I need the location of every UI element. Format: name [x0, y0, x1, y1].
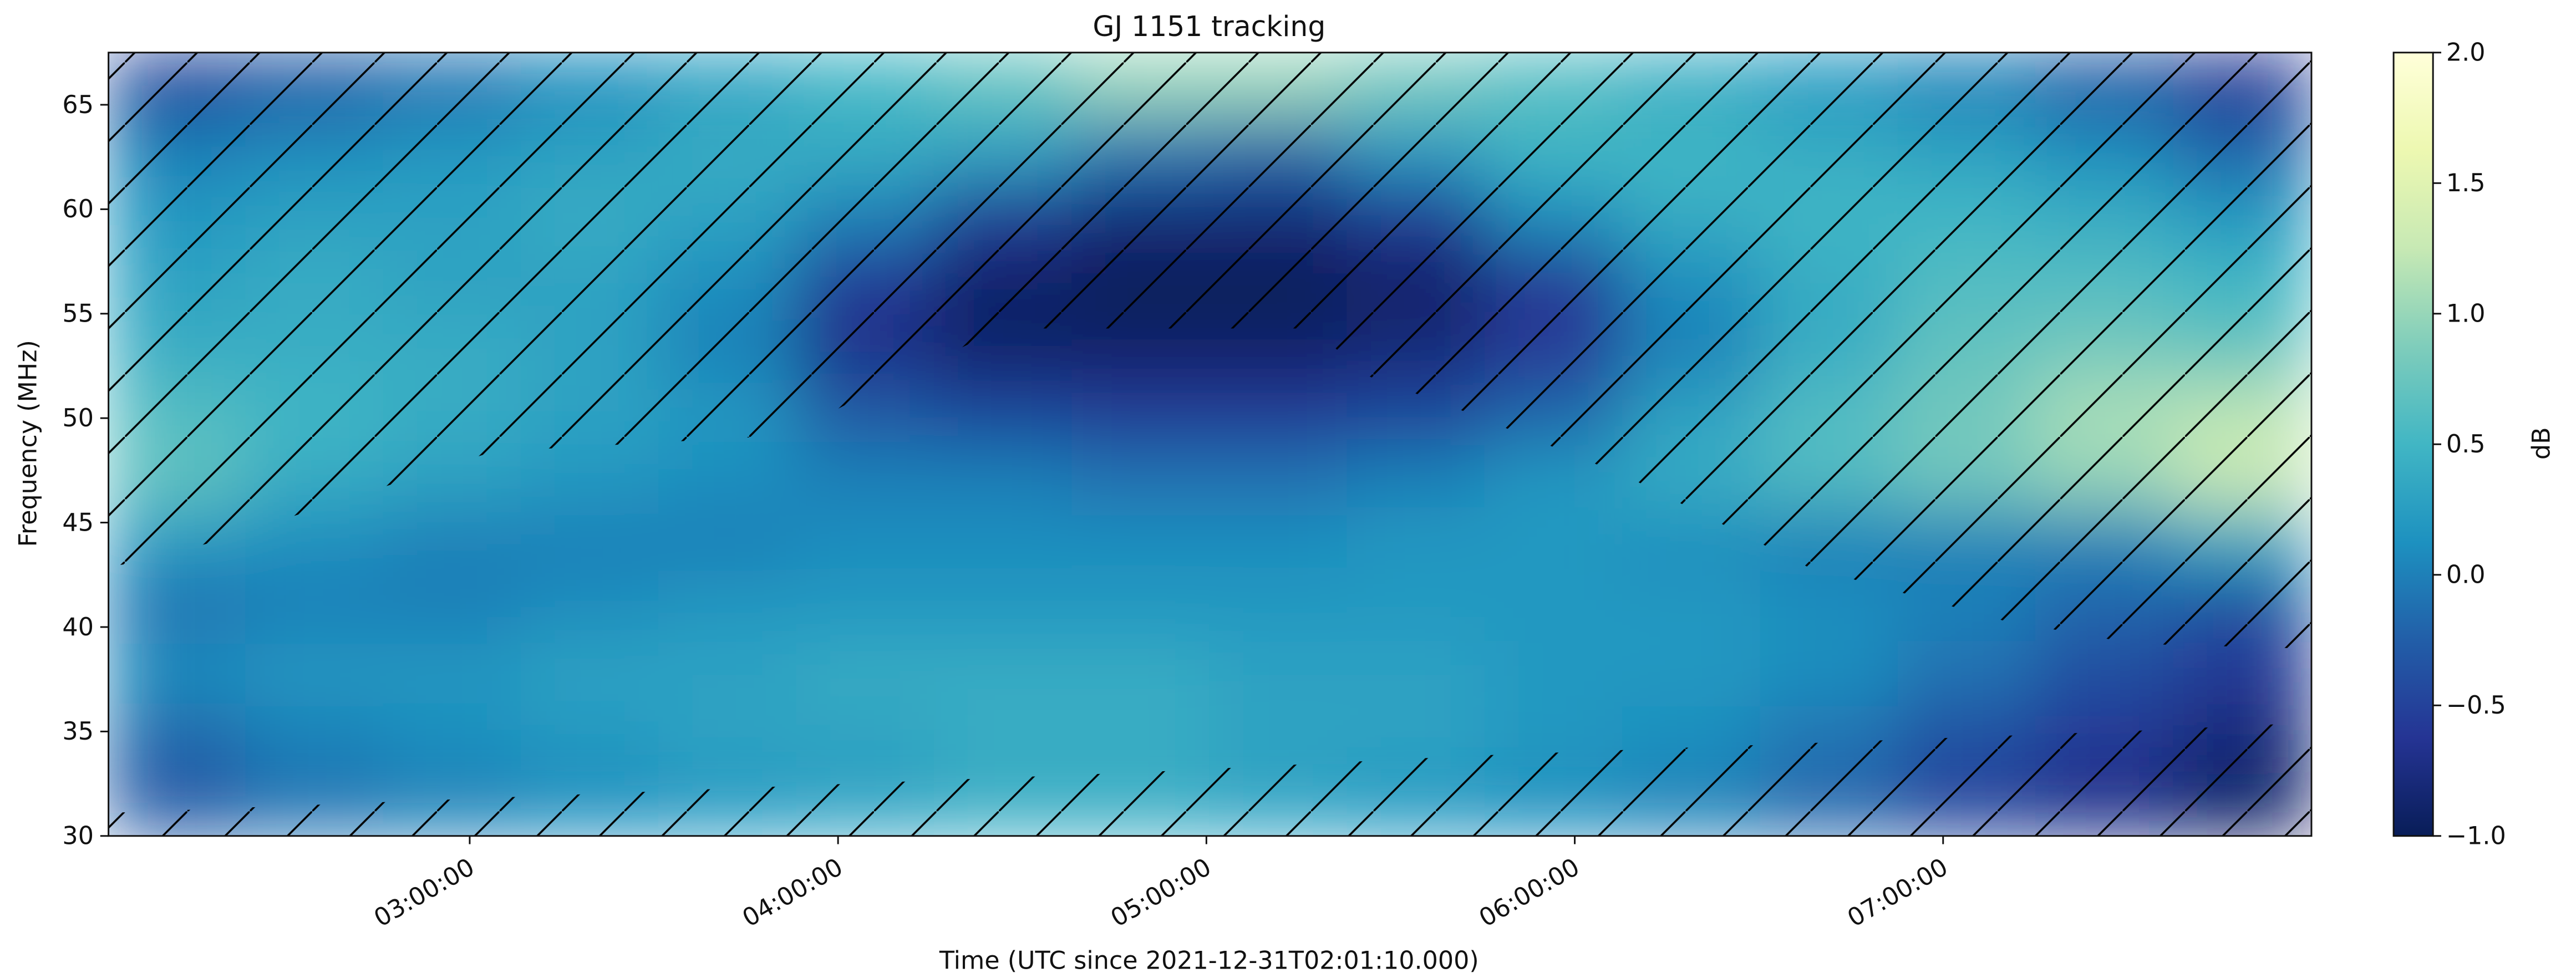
heatmap-cell — [1347, 574, 1486, 641]
heatmap-cell — [1071, 378, 1211, 445]
heatmap-cell — [933, 639, 1074, 706]
colorbar-tick-label: −0.5 — [2446, 691, 2506, 720]
heatmap-cell — [1209, 704, 1349, 772]
heatmap-cell — [520, 574, 660, 641]
colorbar-tick-label: 2.0 — [2446, 39, 2486, 67]
heatmap-cell — [796, 508, 936, 576]
heatmap-cell — [1760, 639, 1899, 706]
x-tick-label: 06:00:00 — [1475, 853, 1584, 933]
heatmap-cell — [658, 574, 798, 641]
heatmap-cell — [933, 704, 1074, 772]
colorbar-tick-label: −1.0 — [2446, 822, 2506, 850]
heatmap-cell — [1622, 639, 1762, 706]
chart-title: GJ 1151 tracking — [1093, 10, 1325, 43]
y-axis-label: Frequency (MHz) — [14, 340, 42, 547]
heatmap-cell — [245, 574, 385, 641]
heatmap-cell — [658, 443, 798, 511]
heatmap-cell — [796, 574, 936, 641]
mask-hatching — [108, 52, 2311, 836]
hatch-lower — [108, 722, 2311, 836]
x-tick-label: 03:00:00 — [369, 853, 479, 933]
heatmap-cell — [520, 639, 660, 706]
y-tick-label: 55 — [62, 300, 94, 328]
heatmap-cell — [658, 704, 798, 772]
heatmap-cell — [1347, 443, 1486, 511]
x-axis-label: Time (UTC since 2021-12-31T02:01:10.000) — [939, 947, 1479, 975]
heatmap-cell — [1209, 378, 1349, 445]
heatmap-cell — [1484, 574, 1624, 641]
heatmap-cell — [1897, 639, 2037, 706]
heatmap-cell — [1209, 508, 1349, 576]
y-tick-label: 50 — [62, 404, 94, 432]
heatmap-cell — [383, 574, 522, 641]
x-tick-label: 07:00:00 — [1843, 853, 1953, 933]
y-tick-label: 60 — [62, 195, 94, 223]
heatmap-cell — [1622, 574, 1762, 641]
colorbar-tick-label: 0.5 — [2446, 430, 2486, 459]
heatmap-cell — [796, 443, 936, 511]
colorbar-label: dB — [2527, 427, 2555, 460]
heatmap-cell — [108, 574, 247, 641]
hatch-upper — [108, 52, 2311, 649]
heatmap-cell — [2035, 639, 2175, 706]
heatmap-cell — [1484, 639, 1624, 706]
y-tick-label: 30 — [62, 822, 94, 850]
colorbar-tick-label: 1.0 — [2446, 300, 2486, 328]
heatmap-cell — [520, 704, 660, 772]
heatmap-cell — [1071, 639, 1211, 706]
heatmap-cell — [933, 574, 1074, 641]
heatmap-cell — [1071, 443, 1211, 511]
colorbar — [2392, 52, 2434, 837]
heatmap-cell — [658, 508, 798, 576]
heatmap-cell — [383, 508, 522, 576]
y-tick-label: 45 — [62, 508, 94, 537]
heatmap-cell — [1071, 704, 1211, 772]
x-tick-label: 05:00:00 — [1106, 853, 1216, 933]
heatmap-cell — [108, 704, 247, 772]
heatmap-cell — [796, 704, 936, 772]
heatmap-cell — [520, 443, 660, 511]
heatmap-cell — [1209, 639, 1349, 706]
heatmap-cell — [383, 704, 522, 772]
y-tick-label: 40 — [62, 613, 94, 641]
heatmap-cell — [796, 639, 936, 706]
heatmap-cell — [933, 443, 1074, 511]
heatmap-cell — [658, 639, 798, 706]
heatmap-cell — [1071, 574, 1211, 641]
heatmap-cell — [1071, 508, 1211, 576]
heatmap-cell — [1484, 508, 1624, 576]
heatmap-cell — [520, 508, 660, 576]
heatmap-cell — [933, 378, 1074, 445]
x-tick-label: 04:00:00 — [738, 853, 847, 933]
colorbar-tick-label: 0.0 — [2446, 561, 2486, 589]
heatmap-cell — [245, 639, 385, 706]
y-tick-label: 35 — [62, 717, 94, 746]
heatmap-cell — [108, 639, 247, 706]
y-tick-label: 65 — [62, 91, 94, 119]
plot-frame — [108, 52, 2313, 837]
heatmap-cell — [245, 704, 385, 772]
heatmap-cell — [2173, 639, 2311, 706]
colorbar-tick-label: 1.5 — [2446, 169, 2486, 197]
heatmap-cell — [1347, 639, 1486, 706]
heatmap-cell — [933, 508, 1074, 576]
heatmap-cell — [1209, 443, 1349, 511]
heatmap-cell — [1209, 574, 1349, 641]
heatmap-cell — [1347, 508, 1486, 576]
heatmap-cell — [383, 639, 522, 706]
